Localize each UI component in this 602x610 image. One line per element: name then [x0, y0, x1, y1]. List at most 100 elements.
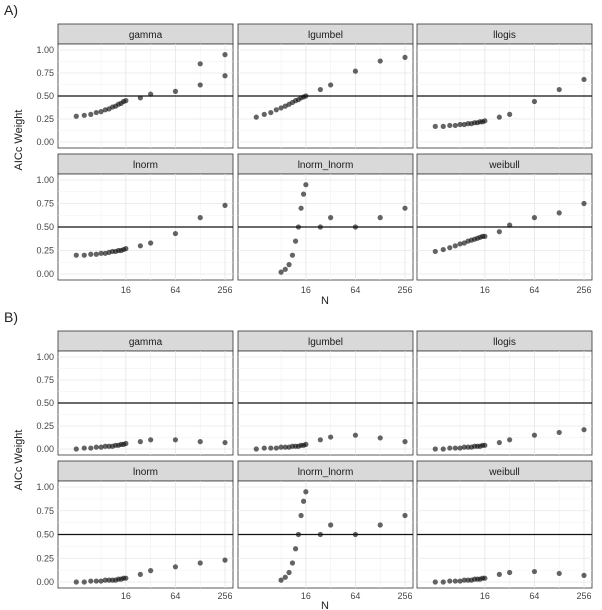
y-tick-label: 0.75 [36, 506, 54, 516]
data-point [137, 439, 143, 445]
data-point [531, 215, 538, 221]
data-point [295, 224, 302, 230]
data-point [447, 122, 453, 129]
data-point [457, 578, 463, 584]
data-point [261, 111, 267, 117]
data-point [137, 243, 143, 249]
data-point [197, 560, 203, 566]
data-point [81, 252, 87, 258]
facet-title: lnorm_lnorm [298, 160, 354, 171]
facet-title: weibull [488, 160, 520, 171]
data-point [298, 512, 304, 519]
data-point [148, 91, 154, 97]
data-point [496, 229, 502, 235]
data-point [98, 250, 104, 256]
data-point [123, 440, 129, 447]
facet-llogis: llogis [416, 330, 593, 456]
data-point [289, 252, 296, 258]
data-point [377, 58, 383, 64]
data-point [328, 434, 334, 440]
data-point [98, 578, 104, 584]
data-point [222, 52, 228, 58]
data-point [289, 560, 296, 566]
data-point [148, 240, 154, 246]
x-tick-label: 256 [397, 285, 412, 295]
data-point [300, 498, 307, 504]
data-point [282, 266, 288, 272]
x-tick-label: 16 [121, 285, 131, 295]
data-point [507, 222, 513, 228]
x-tick-label: 256 [217, 591, 232, 601]
data-point [461, 577, 467, 583]
data-point [440, 446, 446, 452]
data-point [253, 114, 259, 120]
data-point [282, 574, 288, 580]
y-tick-label: 1.00 [36, 175, 54, 185]
facet-weibull: weibull 16 64 256 [416, 153, 593, 295]
data-point [303, 93, 309, 99]
facet-title: lgumbel [308, 337, 343, 348]
data-point [172, 230, 179, 237]
data-point [556, 570, 562, 577]
x-tick-label: 64 [170, 285, 180, 295]
data-point [507, 569, 513, 576]
data-point [73, 113, 79, 119]
y-tick-label: 0.00 [36, 269, 54, 279]
data-point [222, 439, 228, 446]
x-tick-label: 16 [480, 285, 490, 295]
data-point [457, 241, 463, 247]
data-point [352, 68, 359, 74]
data-point [507, 111, 513, 117]
facet-title: lnorm_lnorm [298, 467, 354, 478]
data-point [197, 61, 203, 67]
data-point [447, 445, 453, 451]
facet-weibull: weibull 16 64 256 [416, 460, 593, 601]
data-point [303, 489, 309, 495]
data-point [317, 86, 323, 93]
facet-lnorm-lnorm: lnorm_lnorm 16 64 256 [237, 460, 414, 601]
y-tick-label: 0.00 [36, 137, 54, 147]
data-point [432, 123, 438, 129]
data-point [507, 437, 513, 443]
data-point [81, 579, 87, 585]
data-point [98, 444, 104, 450]
data-point [452, 243, 458, 249]
data-point [172, 564, 179, 570]
panel-label: B) [4, 309, 18, 325]
data-point [482, 575, 488, 581]
data-point [273, 107, 279, 113]
data-point [102, 443, 108, 449]
data-point [73, 252, 79, 258]
data-point [496, 439, 502, 446]
data-point [556, 86, 562, 93]
y-tick-label: 0.25 [36, 246, 54, 256]
x-axis-title: N [321, 295, 329, 307]
x-tick-label: 64 [529, 591, 539, 601]
data-point [172, 88, 179, 94]
x-tick-label: 16 [301, 591, 311, 601]
x-tick-label: 16 [121, 591, 131, 601]
data-point [303, 182, 309, 188]
y-tick-label: 0.00 [36, 444, 54, 454]
data-point [148, 437, 154, 443]
data-point [278, 269, 284, 275]
data-point [278, 444, 284, 450]
data-point [88, 578, 94, 584]
facet-title: lnorm [133, 467, 158, 478]
data-point [482, 442, 488, 448]
facet-llogis: llogis [416, 23, 593, 149]
data-point [432, 446, 438, 452]
data-point [286, 569, 292, 576]
x-tick-label: 256 [576, 591, 591, 601]
data-point [432, 248, 438, 255]
y-tick-label: 0.75 [36, 375, 54, 385]
x-tick-label: 256 [397, 591, 412, 601]
data-point [123, 575, 129, 581]
data-point [98, 109, 104, 115]
y-tick-label: 0.50 [36, 91, 54, 101]
data-point [300, 191, 307, 197]
data-point [402, 512, 408, 519]
data-point [328, 82, 334, 88]
y-axis-title: AICc Weight [13, 110, 25, 171]
facet-title: weibull [488, 467, 520, 478]
